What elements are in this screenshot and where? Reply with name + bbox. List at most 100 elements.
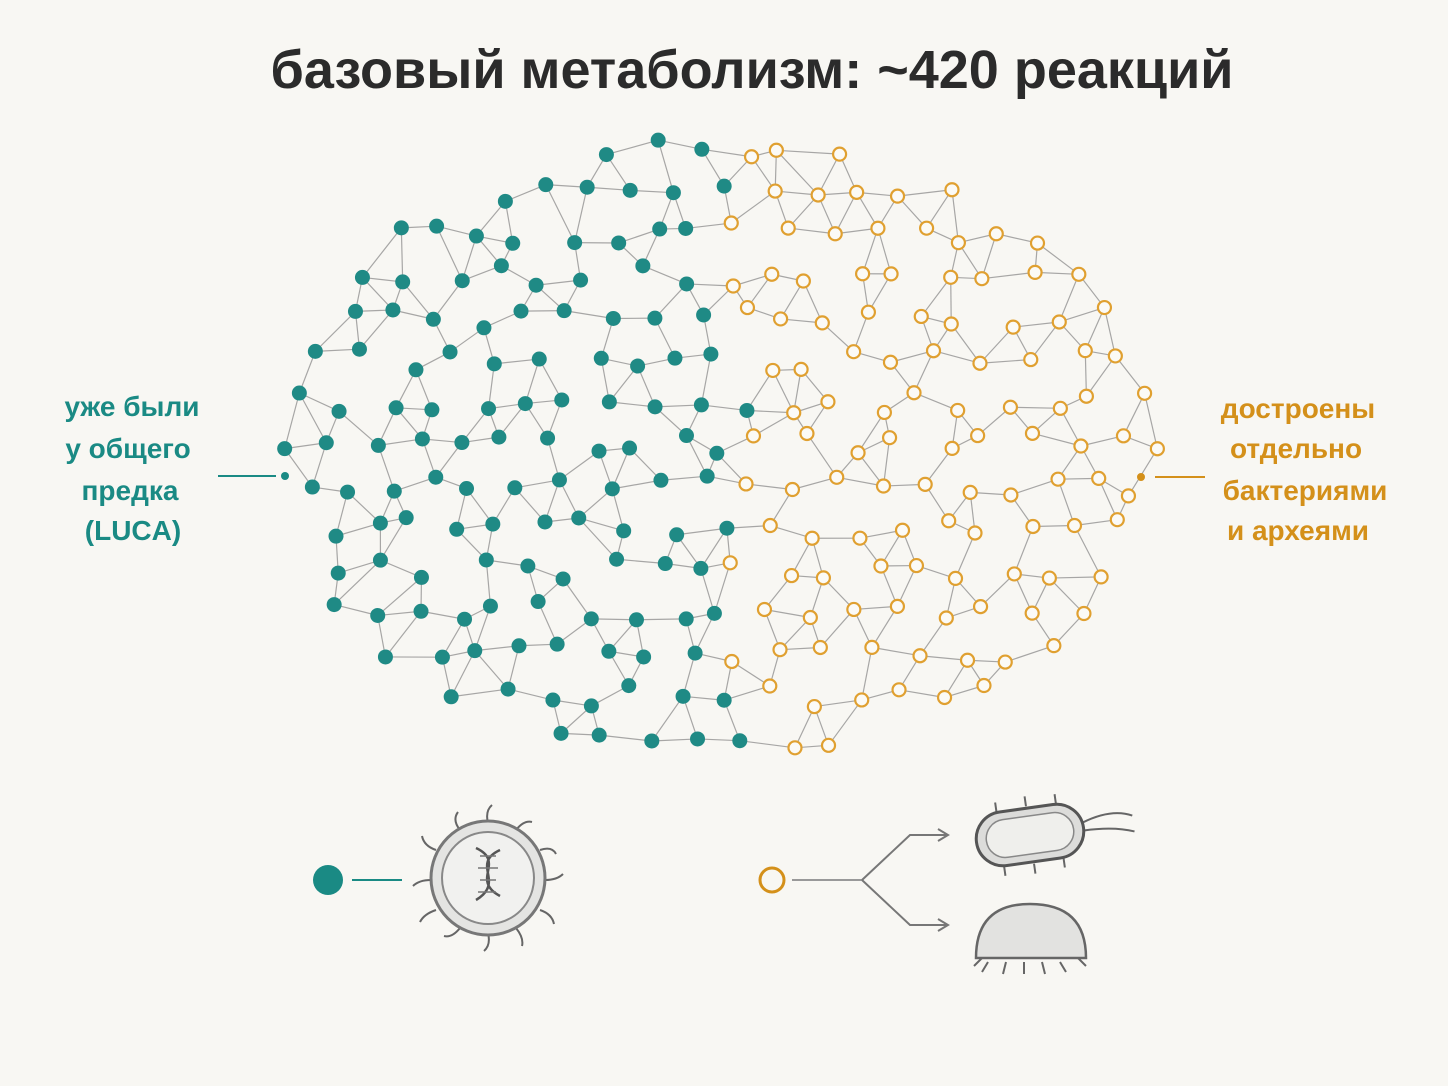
- label-line: достроены: [1221, 393, 1375, 424]
- new-node: [883, 266, 899, 282]
- edge: [745, 483, 793, 491]
- edge: [979, 358, 1031, 364]
- luca-node: [395, 274, 411, 290]
- edge: [474, 650, 509, 690]
- luca-node: [636, 649, 652, 665]
- dna-helix: [475, 846, 501, 902]
- new-node: [941, 513, 957, 529]
- luca-node: [277, 441, 293, 457]
- edge: [1013, 526, 1034, 575]
- new-node: [891, 682, 907, 698]
- edge: [981, 233, 997, 279]
- edge: [772, 370, 795, 414]
- edge: [701, 404, 747, 412]
- new-node: [852, 530, 868, 546]
- luca-node: [652, 221, 668, 237]
- edge: [814, 699, 862, 708]
- new-node: [1027, 264, 1043, 280]
- luca-node: [491, 429, 507, 445]
- right-label: достроены отдельно бактериями и археями: [1137, 393, 1387, 546]
- luca-node: [687, 645, 703, 661]
- luca-node: [699, 468, 715, 484]
- luca-node: [538, 177, 554, 193]
- luca-node: [583, 698, 599, 714]
- luca-node: [528, 277, 544, 293]
- luca-node: [601, 394, 617, 410]
- new-node: [1093, 569, 1109, 585]
- luca-node: [678, 428, 694, 444]
- new-node: [938, 610, 954, 626]
- new-node: [768, 142, 784, 158]
- new-node: [1024, 425, 1041, 441]
- edge: [474, 605, 492, 651]
- luca-node: [609, 551, 625, 567]
- luca-node: [443, 689, 459, 705]
- luca-node: [485, 516, 501, 532]
- edge: [871, 606, 898, 648]
- new-node: [743, 149, 760, 165]
- label-line: предка: [82, 475, 179, 506]
- title: базовый метаболизм: ~420 реакций: [270, 40, 1233, 100]
- edge: [819, 609, 855, 648]
- new-node: [913, 308, 929, 325]
- new-node: [970, 427, 986, 444]
- edge: [379, 517, 407, 561]
- new-node: [918, 220, 935, 236]
- luca-node: [454, 273, 470, 289]
- edge: [612, 479, 662, 490]
- new-node: [723, 215, 739, 231]
- new-node: [870, 220, 886, 236]
- new-node: [1076, 605, 1092, 622]
- archaeon-body: [974, 902, 1088, 960]
- luca-node: [716, 178, 732, 194]
- luca-node: [493, 258, 509, 274]
- edge: [660, 475, 708, 481]
- luca-node: [478, 552, 494, 568]
- luca-node: [467, 643, 483, 659]
- new-node: [846, 601, 862, 618]
- new-node: [1052, 400, 1068, 416]
- edge: [1049, 576, 1102, 579]
- new-node: [1107, 348, 1123, 364]
- luca-node: [635, 258, 651, 274]
- edge: [1114, 355, 1146, 394]
- new-node: [972, 599, 989, 615]
- luca-node: [511, 638, 527, 654]
- edge: [792, 476, 837, 491]
- edge: [377, 576, 422, 616]
- edge: [284, 392, 300, 449]
- edge: [723, 685, 770, 701]
- luca-node: [328, 528, 344, 544]
- luca-node: [598, 147, 614, 163]
- edge: [436, 225, 463, 281]
- new-node: [1077, 343, 1093, 359]
- luca-node: [388, 400, 404, 416]
- new-node: [762, 517, 778, 534]
- edge: [559, 450, 600, 481]
- new-node: [784, 481, 801, 498]
- new-node: [1006, 566, 1022, 582]
- label-line: бактериями: [1223, 475, 1388, 506]
- edge: [898, 689, 945, 699]
- new-node: [762, 678, 778, 694]
- luca-node: [385, 302, 401, 318]
- flagella: [994, 794, 1135, 876]
- edge: [746, 370, 774, 411]
- new-node: [773, 311, 789, 327]
- new-node: [889, 598, 906, 614]
- edge: [636, 618, 687, 621]
- luca-node: [573, 272, 589, 288]
- new-node: [1149, 441, 1165, 457]
- luca-node: [593, 350, 609, 366]
- new-node: [860, 304, 877, 320]
- new-node: [767, 183, 783, 199]
- new-node: [947, 570, 964, 586]
- luca-node: [331, 403, 347, 419]
- edge: [609, 401, 656, 408]
- edge: [1030, 321, 1060, 360]
- edge: [1057, 478, 1076, 526]
- edge: [919, 617, 947, 657]
- luca-node: [556, 303, 572, 319]
- new-node: [849, 184, 865, 200]
